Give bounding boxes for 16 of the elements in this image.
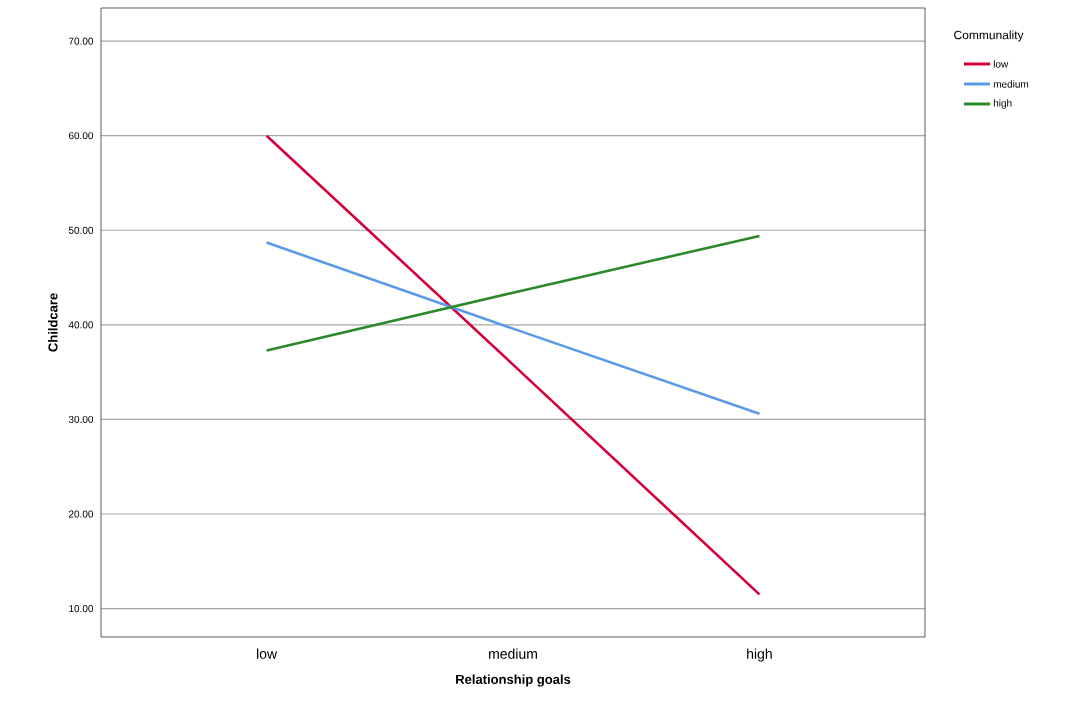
legend-title: Communality	[954, 30, 1024, 42]
x-tick-label: low	[257, 648, 278, 659]
x-axis-title: Relationship goals	[456, 674, 571, 687]
y-tick-label: 30.00	[68, 415, 94, 423]
legend-label: low	[993, 60, 1009, 68]
y-tick-label: 50.00	[68, 226, 94, 234]
x-tick-label: medium	[489, 648, 537, 659]
y-tick-label: 10.00	[69, 605, 94, 613]
y-tick-label: 70.00	[68, 37, 94, 45]
y-tick-label: 40.00	[68, 321, 94, 329]
legend-label: medium	[993, 80, 1029, 88]
x-tick-label: high	[747, 648, 772, 662]
y-axis-title: Childcare	[48, 293, 58, 352]
y-tick-label: 20.00	[68, 510, 94, 518]
y-tick-label: 60.00	[68, 132, 94, 140]
legend-label: high	[993, 99, 1012, 109]
